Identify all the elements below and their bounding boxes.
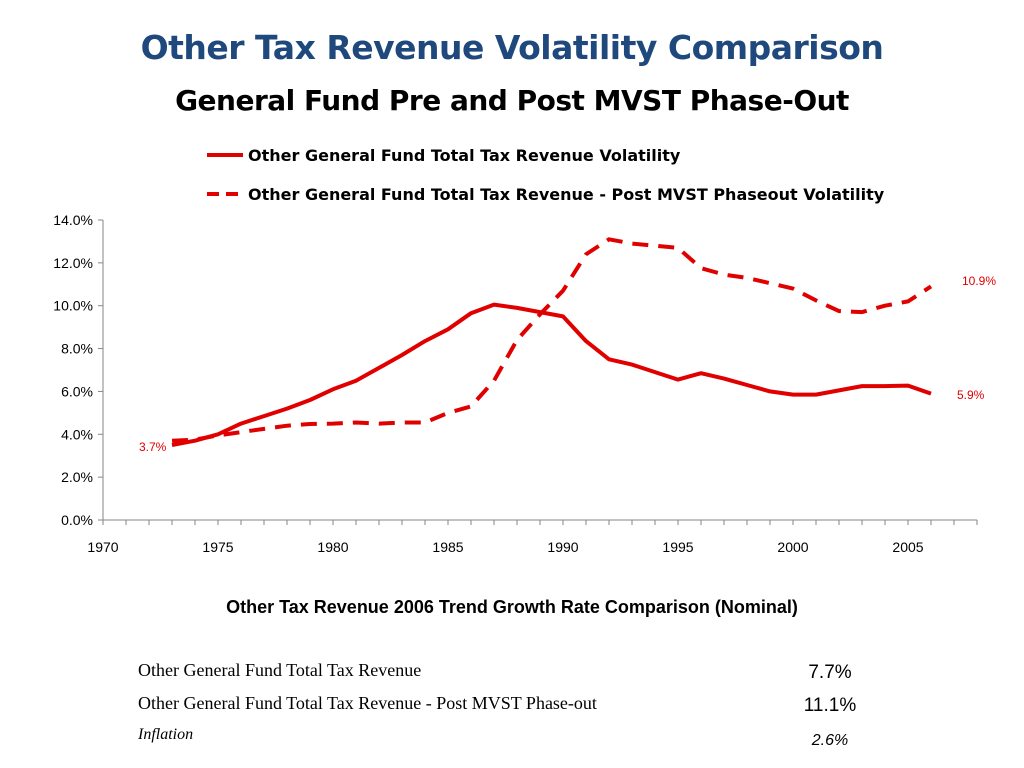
x-tick-label: 1970	[87, 539, 118, 555]
growth-row-label: Inflation	[138, 726, 194, 743]
y-tick-label: 6.0%	[61, 383, 93, 399]
x-tick-label: 2005	[892, 539, 923, 555]
y-tick-label: 12.0%	[53, 255, 93, 271]
volatility-line-chart: Other General Fund Total Tax Revenue Vol…	[53, 146, 996, 555]
end-value-label-dashed: 10.9%	[962, 274, 996, 288]
growth-row-value: 11.1%	[803, 695, 857, 716]
chart-axes: 0.0% 2.0% 4.0% 6.0% 8.0% 10.0% 12.0% 14.0% 1970 1…	[53, 212, 978, 555]
end-value-label-solid: 5.9%	[957, 388, 985, 402]
legend-label-solid: Other General Fund Total Tax Revenue Vol…	[248, 146, 681, 165]
legend-label-dashed: Other General Fund Total Tax Revenue - P…	[248, 185, 885, 204]
series-line-total	[171, 302, 932, 447]
x-tick-label: 1975	[202, 539, 233, 555]
y-tick-label: 10.0%	[53, 298, 93, 314]
x-tick-label: 1985	[432, 539, 463, 555]
page-title: Other Tax Revenue Volatility Comparison	[140, 28, 884, 67]
page-subtitle: General Fund Pre and Post MVST Phase-Out	[175, 84, 849, 117]
y-tick-label: 0.0%	[61, 512, 93, 528]
growth-table-heading: Other Tax Revenue 2006 Trend Growth Rate…	[226, 597, 798, 617]
chart-end-labels: 3.7% 10.9% 5.9%	[139, 274, 996, 454]
chart-series	[171, 237, 933, 447]
x-tick-label: 1990	[547, 539, 578, 555]
chart-legend: Other General Fund Total Tax Revenue Vol…	[207, 146, 885, 204]
growth-row-inflation: Inflation 2.6%	[0, 726, 1024, 756]
growth-row-post-mvst: Other General Fund Total Tax Revenue - P…	[0, 693, 1024, 723]
series-line-post-mvst	[171, 237, 933, 443]
growth-row-total: Other General Fund Total Tax Revenue 7.7…	[0, 660, 1024, 690]
start-value-label: 3.7%	[139, 440, 167, 454]
x-tick-label: 1995	[662, 539, 693, 555]
x-tick-label: 2000	[777, 539, 808, 555]
growth-row-label: Other General Fund Total Tax Revenue - P…	[138, 693, 597, 713]
x-tick-label: 1980	[317, 539, 348, 555]
growth-row-label: Other General Fund Total Tax Revenue	[138, 660, 422, 680]
y-tick-label: 2.0%	[61, 469, 93, 485]
y-tick-label: 14.0%	[53, 212, 93, 228]
growth-row-value: 7.7%	[808, 662, 852, 683]
growth-row-value: 2.6%	[811, 732, 849, 749]
y-tick-label: 4.0%	[61, 426, 93, 442]
y-tick-label: 8.0%	[61, 341, 93, 357]
